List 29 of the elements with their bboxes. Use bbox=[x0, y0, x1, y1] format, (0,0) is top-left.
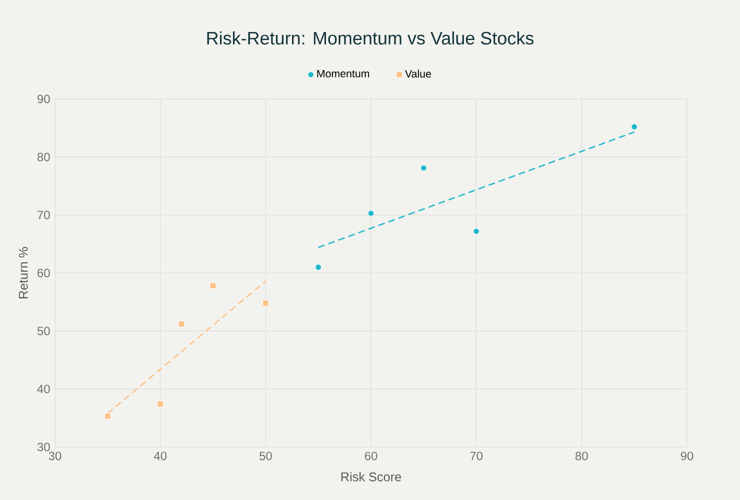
chart-title: Risk-Return: Momentum vs Value Stocks bbox=[207, 31, 534, 45]
y-tick-label: 90 bbox=[38, 94, 50, 104]
point bbox=[631, 124, 638, 130]
point bbox=[178, 320, 185, 328]
point bbox=[157, 400, 164, 408]
y-tick-label: 30 bbox=[37, 442, 50, 452]
y-tick-label: 80 bbox=[37, 152, 50, 162]
point bbox=[315, 264, 322, 270]
point bbox=[473, 228, 480, 234]
x-tick-label: 80 bbox=[576, 452, 588, 460]
x-tick-label: 90 bbox=[680, 452, 694, 460]
x-tick-label: 70 bbox=[470, 452, 483, 460]
x-tick-label: 30 bbox=[48, 452, 62, 460]
legend-label: Value bbox=[405, 70, 431, 78]
x-axis-title: Risk Score bbox=[341, 472, 402, 482]
x-tick-label: 60 bbox=[364, 452, 378, 460]
y-axis-title: Return % bbox=[18, 247, 28, 298]
x-tick-label: 40 bbox=[154, 452, 167, 460]
point bbox=[104, 413, 111, 420]
y-tick-label: 50 bbox=[37, 326, 50, 336]
y-tick-label: 70 bbox=[38, 210, 50, 220]
legend-label: Momentum bbox=[317, 70, 370, 78]
y-tick-label: 60 bbox=[38, 268, 50, 278]
point bbox=[210, 282, 216, 289]
y-tick-label: 40 bbox=[37, 384, 50, 394]
point bbox=[368, 210, 374, 216]
x-tick-label: 50 bbox=[259, 452, 272, 460]
point bbox=[420, 164, 427, 172]
point bbox=[262, 300, 269, 306]
